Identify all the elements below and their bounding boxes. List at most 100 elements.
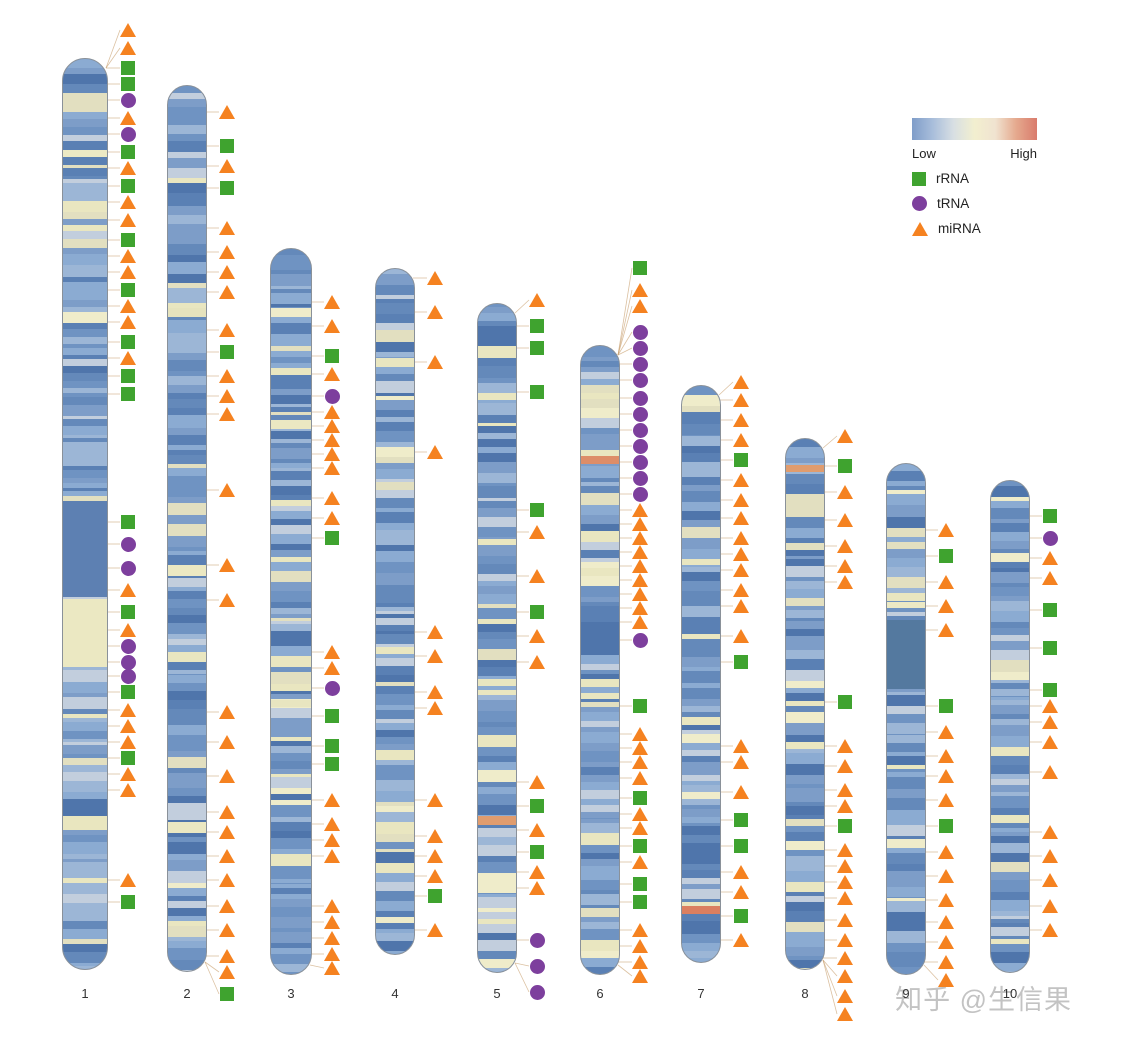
density-band [887,470,925,482]
density-band [376,765,414,770]
density-band [271,671,311,684]
density-band [376,489,414,499]
density-band [168,535,206,548]
marker-mirna [427,869,443,883]
marker-mirna [632,755,648,769]
density-band [168,428,206,435]
legend-label-mirna: miRNA [938,221,981,236]
density-band [63,842,107,854]
density-band [376,273,414,286]
density-band [786,542,824,550]
marker-rrna [838,819,852,833]
density-band [376,729,414,738]
density-band [991,843,1029,854]
density-band [682,567,720,572]
chromosome-4 [375,268,415,955]
marker-mirna [837,1007,853,1021]
marker-mirna [938,599,954,613]
density-band [168,783,206,788]
density-band [682,864,720,870]
density-band [271,479,311,486]
density-band [376,396,414,400]
marker-rrna [633,895,647,909]
density-band [786,784,824,788]
marker-rrna [1043,683,1057,697]
density-band [168,192,206,199]
density-band [271,707,311,718]
density-band [478,918,516,924]
density-band [271,854,311,866]
density-band [63,231,107,239]
marker-mirna [324,931,340,945]
density-band [63,175,107,180]
density-band [271,430,311,440]
density-band [682,634,720,640]
density-band [991,725,1029,736]
marker-mirna [324,447,340,461]
density-band [271,717,311,729]
density-band [63,758,107,765]
density-band [376,621,414,626]
density-band [168,313,206,321]
chromosome-2 [167,85,207,972]
density-band [168,333,206,346]
density-band [682,791,720,799]
density-band [991,481,1029,487]
density-band [63,714,107,719]
chromosome-label: 10 [1002,986,1018,1001]
density-band [168,719,206,726]
density-band [478,690,516,696]
density-band [682,682,720,688]
marker-mirna [733,865,749,879]
marker-rrna [121,61,135,75]
density-band [682,580,720,592]
density-band [168,487,206,497]
density-band [271,693,311,700]
density-band [63,164,107,169]
density-band [63,200,107,209]
marker-trna [530,959,545,974]
marker-rrna [633,261,647,275]
density-band [786,840,824,850]
density-band [478,399,516,403]
density-band [581,530,619,543]
density-band [271,601,311,608]
density-band [376,522,414,530]
marker-mirna [938,915,954,929]
chromosome-label: 9 [902,986,910,1001]
chromosome-7 [681,385,721,963]
marker-trna [633,487,648,502]
density-band [271,518,311,526]
density-band [63,962,107,967]
marker-mirna [837,513,853,527]
marker-mirna [938,955,954,969]
density-band [991,891,1029,900]
density-band [271,448,311,459]
density-band [682,869,720,879]
marker-trna [633,423,648,438]
density-band [376,330,414,342]
density-band [786,967,824,969]
density-band [991,814,1029,823]
density-band [887,505,925,517]
density-band [271,375,311,379]
density-band [682,606,720,617]
density-band-highlight [786,464,824,472]
marker-rrna [1043,509,1057,523]
density-band [581,664,619,671]
density-band [682,775,720,782]
density-band [271,613,311,618]
marker-mirna [733,563,749,577]
density-band [991,679,1029,683]
density-band [581,762,619,767]
density-band [376,363,414,374]
marker-rrna [1043,641,1057,655]
density-band [376,841,414,849]
density-band [478,893,516,897]
density-band [168,514,206,525]
density-band [271,367,311,376]
density-band [376,469,414,479]
density-band [376,951,414,954]
density-band [376,890,414,902]
density-band [376,682,414,687]
